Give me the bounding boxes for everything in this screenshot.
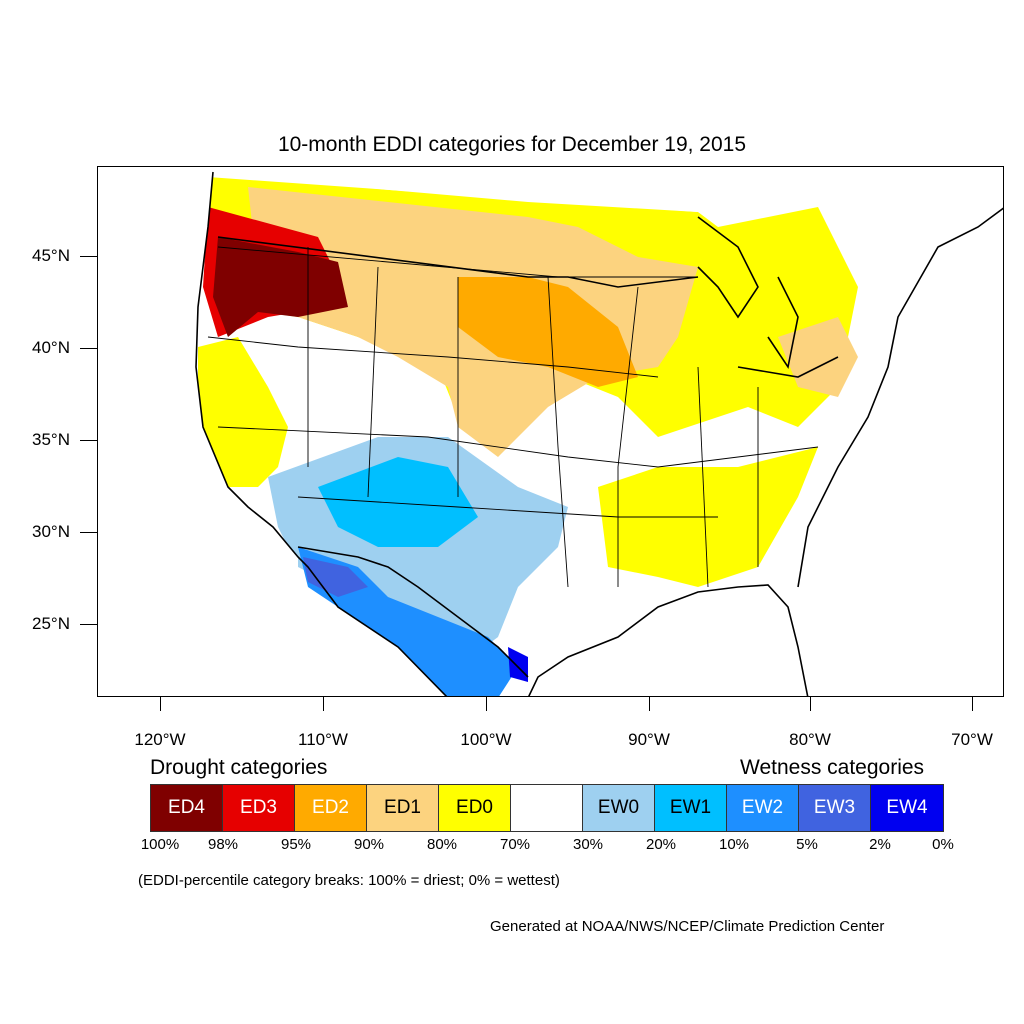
- ed4-region: [213, 237, 348, 337]
- map-title: 10-month EDDI categories for December 19…: [277, 133, 747, 156]
- percentile-break-label: 0%: [932, 836, 954, 853]
- lat-label-45: 45°N: [32, 246, 70, 265]
- lat-tick: [80, 440, 97, 441]
- gulf-of-mexico: [528, 587, 798, 696]
- lat-tick: [80, 624, 97, 625]
- lon-tick: [649, 697, 650, 711]
- drought-heading: Drought categories: [150, 756, 328, 779]
- lon-tick: [486, 697, 487, 711]
- legend-swatch-ed0: ED0: [439, 785, 511, 831]
- category-legend: ED4 ED3 ED2 ED1 ED0 EW0 EW1 EW2 EW3 EW4: [150, 784, 944, 832]
- percentile-break-label: 80%: [426, 836, 458, 853]
- eddi-map: [98, 167, 1003, 696]
- state-borders: [207, 246, 819, 588]
- lon-label-100: 100°W: [460, 730, 512, 749]
- legend-swatch-ed1: ED1: [367, 785, 439, 831]
- lat-label-40: 40°N: [32, 338, 70, 357]
- legend-swatch-ed3: ED3: [223, 785, 295, 831]
- legend-swatch-ew1: EW1: [655, 785, 727, 831]
- legend-swatch-ew3: EW3: [799, 785, 871, 831]
- lat-tick: [80, 348, 97, 349]
- lon-label-70: 70°W: [951, 730, 993, 749]
- lon-tick: [972, 697, 973, 711]
- percentile-break-label: 20%: [645, 836, 677, 853]
- legend-swatch-ed4: ED4: [151, 785, 223, 831]
- lat-label-30: 30°N: [32, 522, 70, 541]
- wetness-heading: Wetness categories: [740, 756, 925, 779]
- legend-swatch-ew4: EW4: [871, 785, 943, 831]
- legend-swatch-ew2: EW2: [727, 785, 799, 831]
- percentile-break-label: 70%: [499, 836, 531, 853]
- category-note: (EDDI-percentile category breaks: 100% =…: [138, 872, 560, 889]
- credit-line: Generated at NOAA/NWS/NCEP/Climate Predi…: [490, 918, 885, 935]
- legend-swatch-ed2: ED2: [295, 785, 367, 831]
- map-panel: [97, 166, 1004, 697]
- lat-label-25: 25°N: [32, 614, 70, 633]
- national-borders: [217, 236, 699, 678]
- lat-tick: [80, 532, 97, 533]
- legend-swatch-ew0: EW0: [583, 785, 655, 831]
- percentile-break-label: 90%: [353, 836, 385, 853]
- lon-label-110: 110°W: [298, 730, 348, 749]
- lat-tick: [80, 256, 97, 257]
- ew3-region: [303, 557, 368, 597]
- percentile-break-label: 5%: [796, 836, 818, 853]
- ed2-region: [458, 277, 638, 387]
- lon-tick: [160, 697, 161, 711]
- lon-tick: [323, 697, 324, 711]
- lon-tick: [810, 697, 811, 711]
- legend-swatch-normal: [511, 785, 583, 831]
- pacific-ocean: [98, 167, 298, 696]
- ew4-region: [508, 647, 528, 682]
- percentile-break-label: 100%: [140, 836, 180, 853]
- percentile-break-label: 98%: [207, 836, 239, 853]
- percentile-break-label: 95%: [280, 836, 312, 853]
- canada-mask: [213, 167, 1003, 222]
- lon-label-90: 90°W: [628, 730, 670, 749]
- percentile-break-label: 2%: [869, 836, 891, 853]
- lon-label-120: 120°W: [134, 730, 186, 749]
- lon-label-80: 80°W: [789, 730, 831, 749]
- ew1-region: [318, 457, 478, 547]
- coastlines: [195, 171, 1003, 696]
- ed0-region-west: [198, 337, 288, 487]
- atlantic-ocean: [798, 208, 1003, 696]
- percentile-break-label: 30%: [572, 836, 604, 853]
- lat-label-35: 35°N: [32, 430, 70, 449]
- percentile-break-label: 10%: [718, 836, 750, 853]
